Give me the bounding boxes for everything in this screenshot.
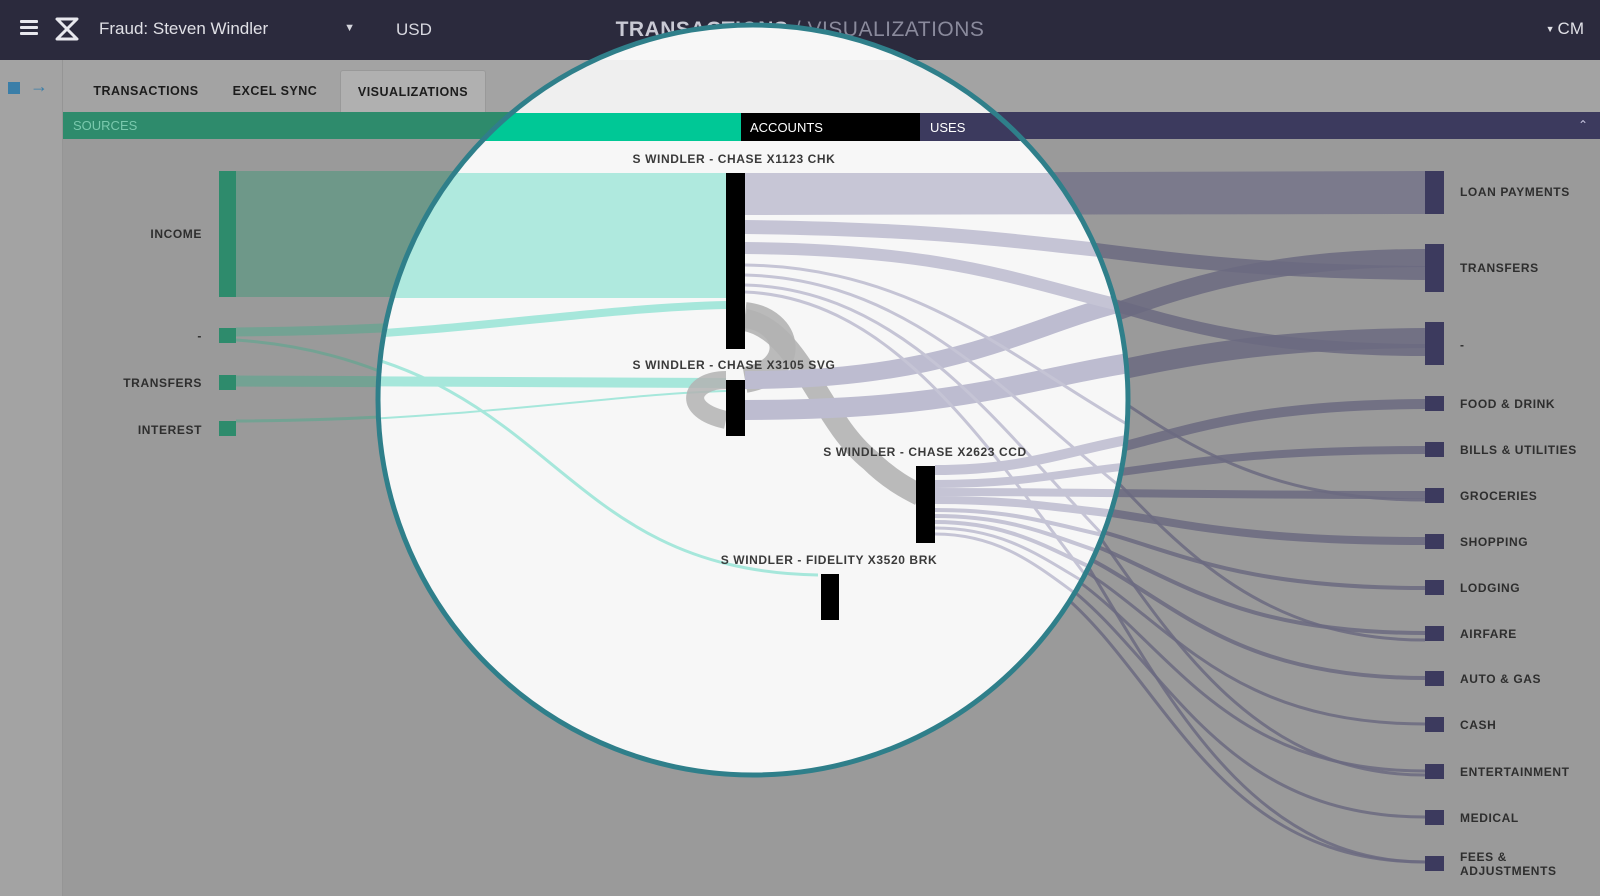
case-name: Fraud: Steven Windler — [99, 19, 269, 38]
use-label-groceries: GROCERIES — [1460, 489, 1537, 503]
uses-column: LOAN PAYMENTS TRANSFERS - FOOD & DRINK B… — [1425, 171, 1577, 878]
chevron-down-icon: ▼ — [344, 22, 355, 34]
use-label-medical: MEDICAL — [1460, 811, 1519, 825]
use-node-dash[interactable] — [1425, 322, 1444, 365]
magnifier-lens: ACCOUNTS USES — [375, 22, 1131, 778]
account-label-chase-x1123-chk: S WINDLER - CHASE X1123 CHK — [633, 152, 836, 166]
use-label-dash: - — [1460, 338, 1465, 352]
use-node-entertainment[interactable] — [1425, 764, 1444, 779]
lens-accounts-header: ACCOUNTS — [750, 120, 823, 135]
use-label-auto-gas: AUTO & GAS — [1460, 672, 1541, 686]
panel-square-icon[interactable] — [8, 82, 20, 94]
tab-visualizations[interactable]: VISUALIZATIONS — [340, 70, 486, 112]
hamburger-menu-icon[interactable] — [20, 20, 38, 36]
use-label-entertainment: ENTERTAINMENT — [1460, 765, 1570, 779]
account-node-chase-x3105-svg[interactable] — [726, 380, 745, 436]
sources-column: INCOME - TRANSFERS INTEREST — [123, 171, 236, 437]
collapse-chevron-icon[interactable]: ⌃ — [1577, 118, 1588, 132]
use-label-shopping: SHOPPING — [1460, 535, 1528, 549]
source-node-interest[interactable] — [219, 421, 236, 436]
use-label-transfers: TRANSFERS — [1460, 261, 1539, 275]
tab-transactions[interactable]: TRANSACTIONS — [93, 84, 199, 98]
account-label-chase-x3105-svg: S WINDLER - CHASE X3105 SVG — [633, 358, 836, 372]
page-title-page: VISUALIZATIONS — [807, 18, 985, 41]
account-node-chase-x1123-chk[interactable] — [726, 173, 745, 349]
use-label-loan-payments: LOAN PAYMENTS — [1460, 185, 1570, 199]
app-logo-icon[interactable] — [54, 16, 80, 42]
case-selector[interactable]: Fraud: Steven Windler ▼ — [99, 19, 355, 43]
use-node-bills-utilities[interactable] — [1425, 442, 1444, 457]
currency-selector[interactable]: USD — [396, 20, 432, 39]
caret-down-icon: ▼ — [1545, 24, 1555, 34]
use-node-groceries[interactable] — [1425, 488, 1444, 503]
use-node-fees-adjustments[interactable] — [1425, 856, 1444, 871]
use-label-airfare: AIRFARE — [1460, 627, 1517, 641]
magnifier-ring — [375, 22, 1131, 778]
source-label-income: INCOME — [150, 227, 202, 241]
tab-excel-sync[interactable]: EXCEL SYNC — [232, 84, 318, 98]
use-label-fees-adjustments-line2: ADJUSTMENTS — [1460, 864, 1557, 878]
use-node-food-drink[interactable] — [1425, 396, 1444, 411]
user-initials: CM — [1557, 19, 1584, 38]
use-label-cash: CASH — [1460, 718, 1496, 732]
left-rail: → — [0, 60, 63, 896]
account-node-fidelity-x3520-brk[interactable] — [821, 574, 839, 620]
account-label-chase-x2623-ccd: S WINDLER - CHASE X2623 CCD — [823, 445, 1027, 459]
source-label-transfers: TRANSFERS — [123, 376, 202, 390]
use-node-cash[interactable] — [1425, 717, 1444, 732]
source-node-transfers[interactable] — [219, 375, 236, 390]
source-label-interest: INTEREST — [138, 423, 202, 437]
use-node-medical[interactable] — [1425, 810, 1444, 825]
use-label-food-drink: FOOD & DRINK — [1460, 397, 1555, 411]
use-node-shopping[interactable] — [1425, 534, 1444, 549]
use-node-auto-gas[interactable] — [1425, 671, 1444, 686]
source-node-income[interactable] — [219, 171, 236, 297]
use-label-bills-utilities: BILLS & UTILITIES — [1460, 443, 1577, 457]
expand-arrow-icon[interactable]: → — [30, 76, 48, 96]
source-node-dash[interactable] — [219, 328, 236, 343]
use-node-transfers[interactable] — [1425, 244, 1444, 292]
account-node-chase-x2623-ccd[interactable] — [916, 466, 935, 543]
use-label-fees-adjustments-line1: FEES & — [1460, 850, 1507, 864]
use-node-airfare[interactable] — [1425, 626, 1444, 641]
source-label-dash: - — [197, 329, 202, 343]
lens-uses-header: USES — [930, 120, 966, 135]
use-node-loan-payments[interactable] — [1425, 171, 1444, 214]
use-node-lodging[interactable] — [1425, 580, 1444, 595]
use-label-lodging: LODGING — [1460, 581, 1520, 595]
user-menu[interactable]: ▼ CM — [1546, 19, 1584, 39]
account-label-fidelity-x3520-brk: S WINDLER - FIDELITY X3520 BRK — [721, 553, 937, 567]
